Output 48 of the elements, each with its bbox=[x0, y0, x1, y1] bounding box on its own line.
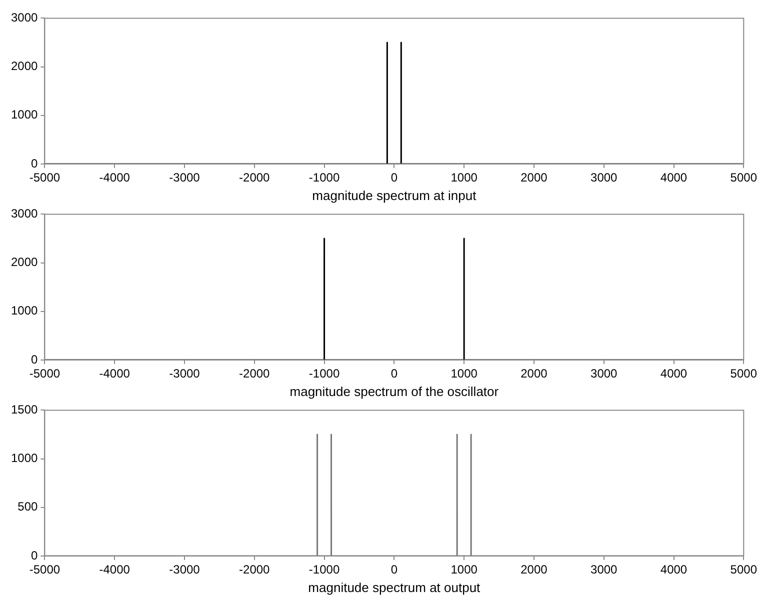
x-tick-label: -3000 bbox=[169, 562, 200, 577]
x-tick-label: 1000 bbox=[450, 170, 478, 185]
y-tick-label: 3000 bbox=[10, 206, 38, 221]
y-tick-label: 1000 bbox=[10, 304, 38, 318]
x-tick-label: -3000 bbox=[169, 366, 200, 381]
y-tick-label: 1500 bbox=[10, 402, 38, 417]
x-tick-label: -5000 bbox=[29, 366, 60, 381]
x-tick-label: 0 bbox=[390, 366, 398, 381]
x-tick-label: 3000 bbox=[590, 366, 618, 381]
x-tick-label: -1000 bbox=[308, 170, 340, 185]
x-tick-label: -4000 bbox=[99, 562, 130, 577]
y-tick-label: 3000 bbox=[10, 10, 38, 25]
x-tick-label: -3000 bbox=[169, 170, 200, 185]
x-tick-label: -4000 bbox=[99, 170, 130, 185]
y-tick-label: 500 bbox=[18, 500, 38, 514]
x-tick-label: 5000 bbox=[730, 170, 758, 185]
x-tick-label: -5000 bbox=[29, 170, 60, 185]
x-tick-label: -4000 bbox=[99, 366, 130, 381]
x-axis-title: magnitude spectrum of the oscillator bbox=[290, 384, 500, 399]
y-tick-label: 2000 bbox=[10, 59, 38, 74]
x-tick-label: 5000 bbox=[730, 562, 758, 577]
x-tick-label: 3000 bbox=[590, 170, 618, 185]
x-tick-label: 1000 bbox=[450, 366, 478, 381]
y-tick-label: 0 bbox=[31, 352, 38, 366]
x-tick-label: -1000 bbox=[308, 562, 340, 577]
y-tick-label: 0 bbox=[31, 548, 38, 562]
x-tick-label: -5000 bbox=[29, 562, 60, 577]
y-tick-label: 2000 bbox=[10, 255, 38, 270]
x-tick-label: -1000 bbox=[308, 366, 340, 381]
y-tick-label: 1000 bbox=[10, 451, 38, 466]
x-tick-label: 2000 bbox=[520, 562, 548, 577]
x-tick-label: 5000 bbox=[730, 366, 758, 381]
x-tick-label: -2000 bbox=[239, 170, 270, 185]
x-axis-title: magnitude spectrum at input bbox=[312, 188, 477, 203]
y-tick-label: 1000 bbox=[10, 108, 38, 122]
x-tick-label: 2000 bbox=[520, 366, 548, 381]
x-tick-label: 0 bbox=[390, 562, 398, 577]
x-tick-label: 0 bbox=[390, 170, 398, 185]
x-tick-label: -2000 bbox=[239, 562, 270, 577]
x-tick-label: 2000 bbox=[520, 170, 548, 185]
y-tick-label: 0 bbox=[31, 156, 38, 170]
x-tick-label: 4000 bbox=[660, 366, 688, 381]
x-axis-title: magnitude spectrum at output bbox=[308, 580, 481, 595]
x-tick-label: 1000 bbox=[450, 562, 478, 577]
x-tick-label: 3000 bbox=[590, 562, 618, 577]
x-tick-label: -2000 bbox=[239, 366, 270, 381]
x-tick-label: 4000 bbox=[660, 170, 688, 185]
x-tick-label: 4000 bbox=[660, 562, 688, 577]
